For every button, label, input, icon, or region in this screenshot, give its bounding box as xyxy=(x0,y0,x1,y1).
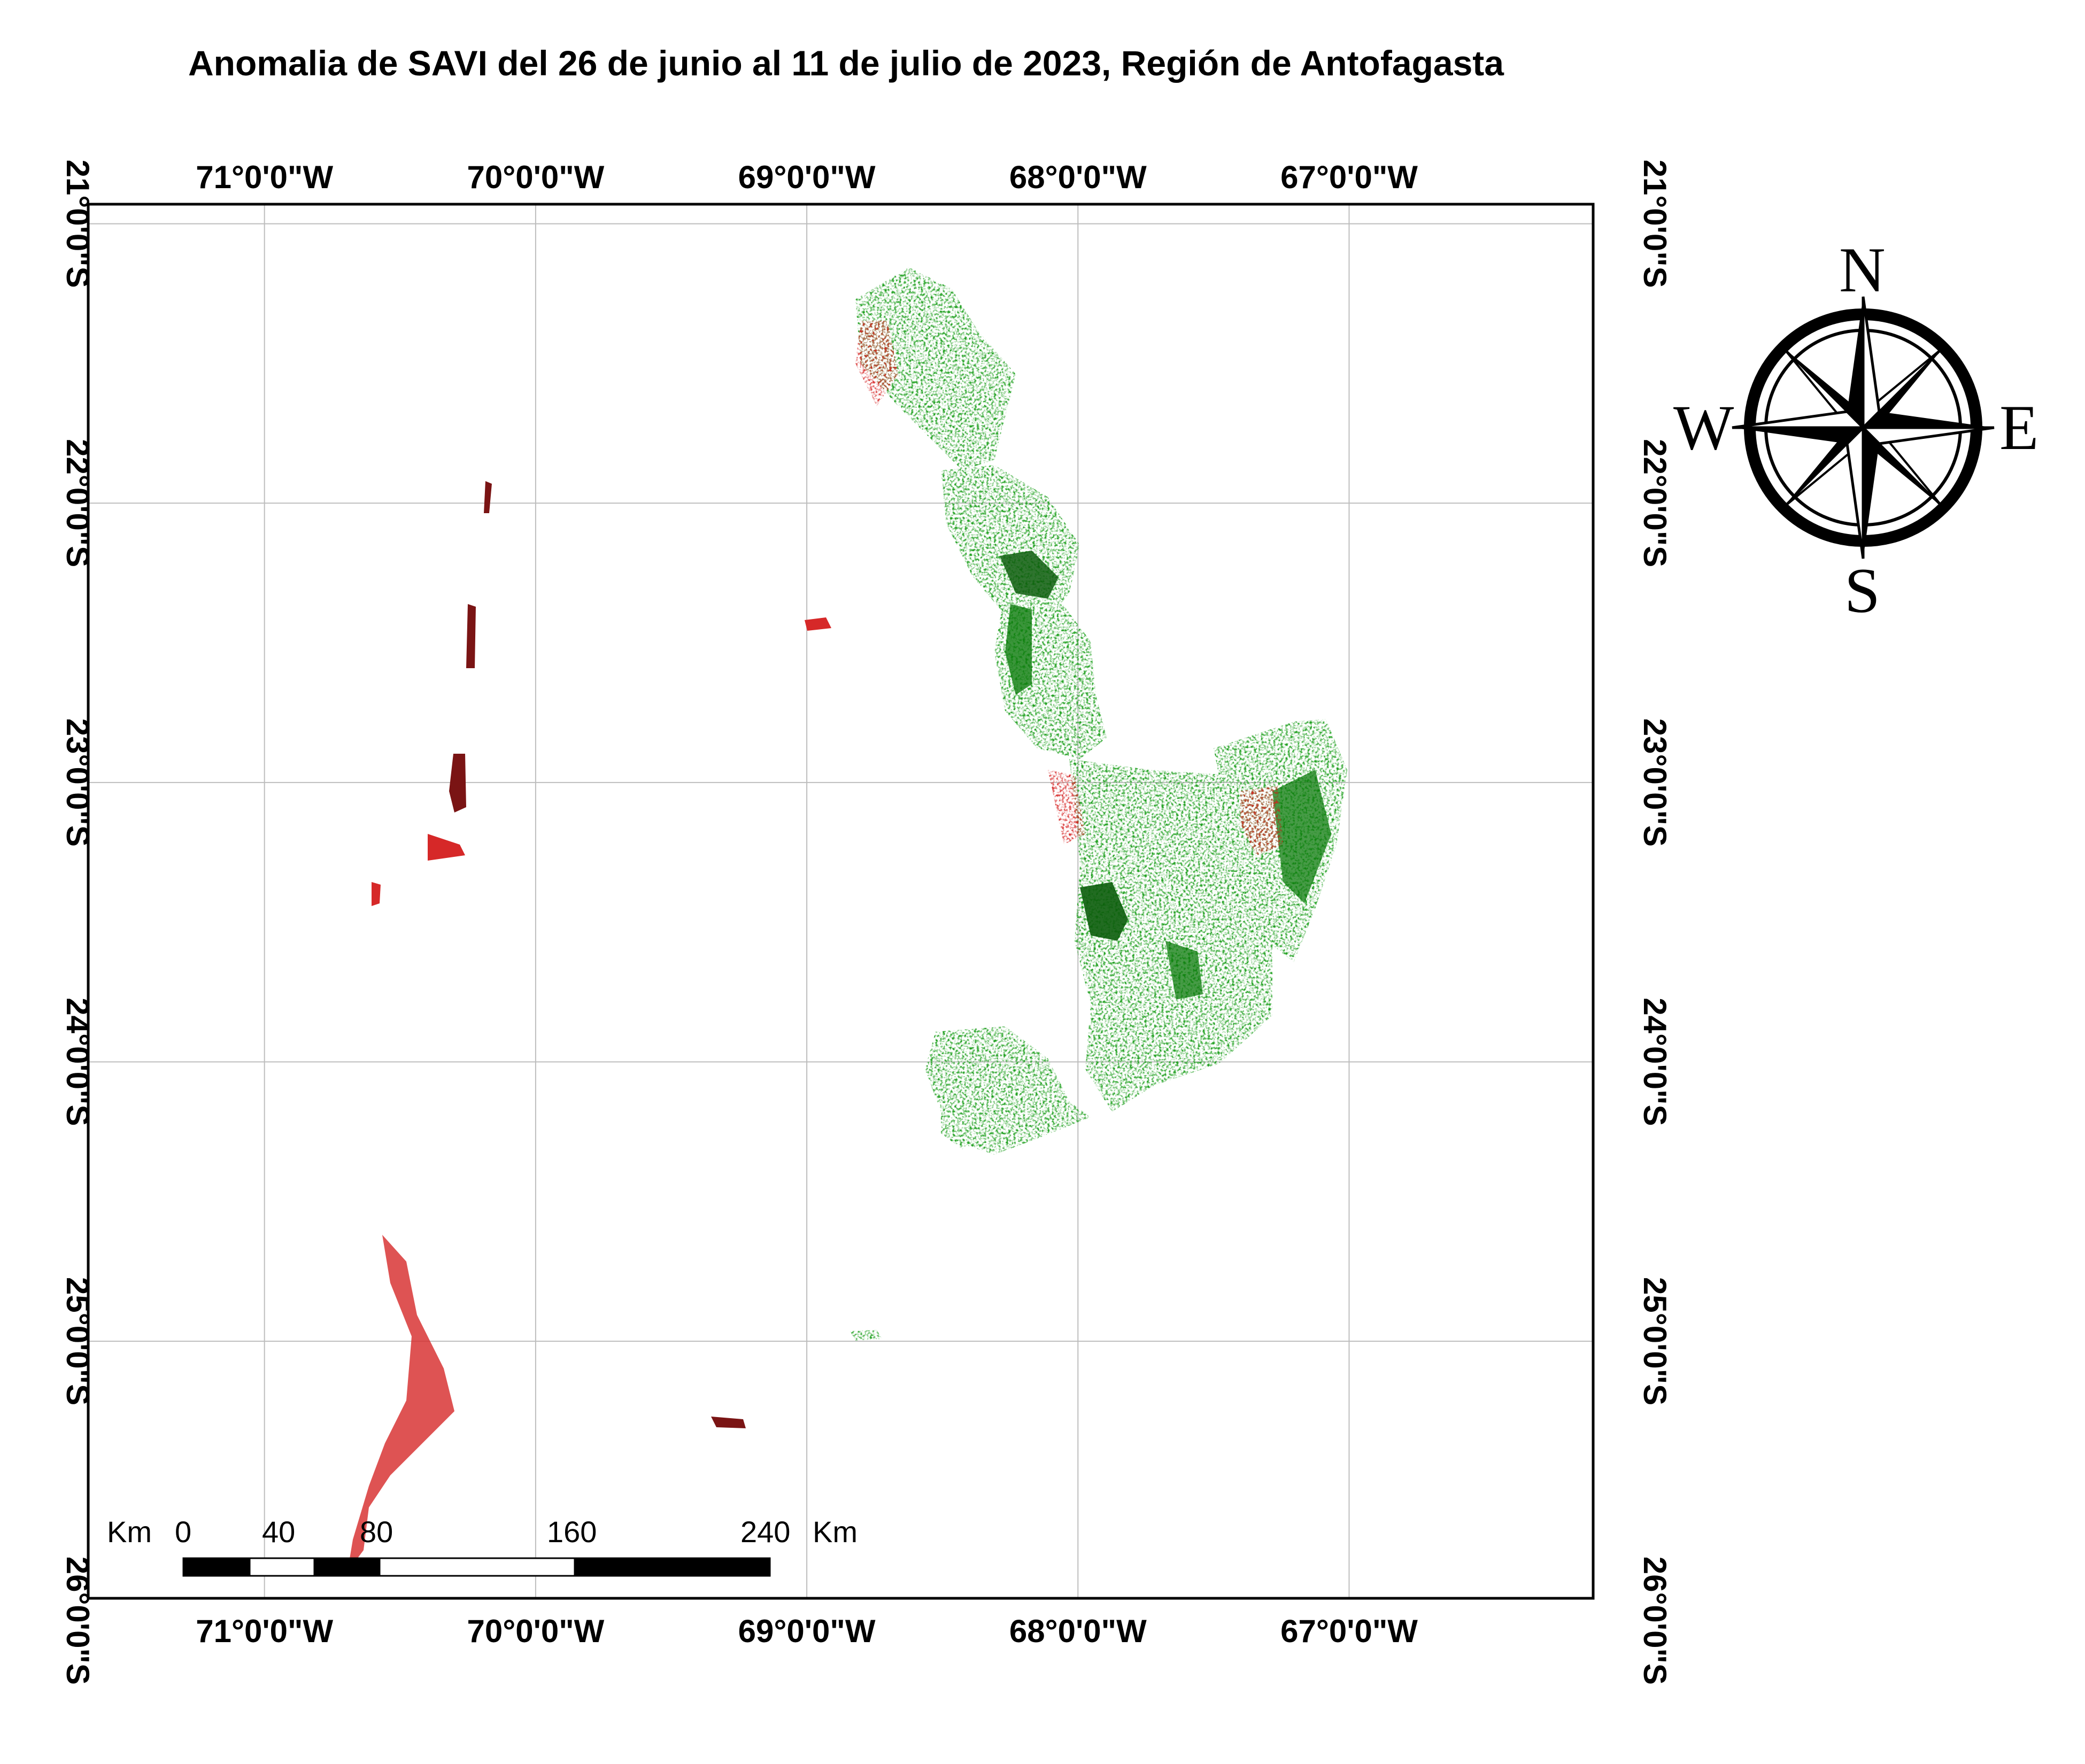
dark-green-patch-4 xyxy=(1272,770,1331,903)
positive-anomaly-areas xyxy=(850,267,1347,1341)
red-fragment-7 xyxy=(348,1235,454,1572)
top-lon-label-4: 67°0'0"W xyxy=(1280,159,1418,195)
map-frame xyxy=(87,203,1595,1600)
top-lon-label-3: 68°0'0"W xyxy=(1009,159,1147,195)
red-patch-north xyxy=(855,321,898,406)
dark-green-patch-1 xyxy=(1000,551,1059,599)
red-fragment-1 xyxy=(484,481,492,513)
scale-seg-1 xyxy=(182,1557,251,1577)
compass-label-e: E xyxy=(1999,392,2038,463)
scale-bar: Km 0 40 80 160 240 Km xyxy=(107,1515,858,1577)
right-lat-label-5: 26°0'0"S xyxy=(1637,1557,1673,1685)
compass-label-w: W xyxy=(1673,392,1734,463)
bottom-lon-label-4: 67°0'0"W xyxy=(1280,1613,1418,1649)
left-lat-label-3: 24°0'0"S xyxy=(60,997,96,1126)
map-title: Anomalia de SAVI del 26 de junio al 11 d… xyxy=(188,43,1504,83)
green-patch-southwest xyxy=(941,1069,984,1149)
red-patch-east-block xyxy=(1240,786,1283,855)
red-fragment-6 xyxy=(805,617,831,631)
right-lat-label-4: 25°0'0"S xyxy=(1637,1277,1673,1405)
scale-label-160: 160 xyxy=(547,1515,597,1549)
scale-label-80: 80 xyxy=(360,1515,393,1549)
dark-green-patch-3 xyxy=(1005,604,1032,695)
coordinate-labels: 71°0'0"W 71°0'0"W 70°0'0"W 70°0'0"W 69°0'0"W… xyxy=(60,159,1673,1685)
red-fragment-4 xyxy=(428,834,465,861)
strong-positive-anomaly-areas xyxy=(1000,551,1331,1000)
red-patch-mid xyxy=(1048,770,1085,845)
negative-anomaly-east xyxy=(855,321,1283,855)
left-lat-label-2: 23°0'0"S xyxy=(60,718,96,847)
green-patch-north xyxy=(855,267,1016,470)
scale-unit-right: Km xyxy=(813,1515,858,1549)
green-patch-small-south xyxy=(850,1330,882,1341)
right-lat-label-0: 21°0'0"S xyxy=(1637,159,1673,288)
top-lon-label-1: 70°0'0"W xyxy=(467,159,604,195)
compass-label-s: S xyxy=(1844,555,1880,626)
scale-seg-4 xyxy=(379,1557,576,1577)
graticule xyxy=(88,204,1593,1598)
scale-label-40: 40 xyxy=(262,1515,295,1549)
bottom-lon-label-0: 71°0'0"W xyxy=(196,1613,333,1649)
compass-rose: N S E W xyxy=(1673,234,2038,626)
left-lat-label-1: 22°0'0"S xyxy=(60,439,96,567)
bottom-lon-label-1: 70°0'0"W xyxy=(467,1613,604,1649)
right-lat-label-3: 24°0'0"S xyxy=(1637,997,1673,1126)
scale-unit-left: Km xyxy=(107,1515,152,1549)
compass-label-n: N xyxy=(1839,234,1886,305)
right-lat-label-1: 22°0'0"S xyxy=(1637,439,1673,567)
left-lat-label-0: 21°0'0"S xyxy=(60,159,96,288)
left-lat-label-4: 25°0'0"S xyxy=(60,1277,96,1405)
red-fragment-3 xyxy=(449,754,466,813)
dark-green-patch-5 xyxy=(1165,941,1203,1000)
compass-cardinal-points xyxy=(1732,296,1995,559)
red-fragment-2 xyxy=(466,604,476,668)
bottom-lon-label-2: 69°0'0"W xyxy=(738,1613,876,1649)
right-lat-label-2: 23°0'0"S xyxy=(1637,718,1673,847)
scale-seg-3 xyxy=(313,1557,381,1577)
negative-anomaly-west xyxy=(348,481,831,1572)
scale-label-240: 240 xyxy=(740,1515,790,1549)
red-fragment-5 xyxy=(372,882,381,906)
map-frame-background xyxy=(88,204,1593,1598)
scale-seg-2 xyxy=(249,1557,315,1577)
compass-diagonal-points xyxy=(1782,346,1944,509)
green-patch-central xyxy=(1069,759,1272,1112)
scale-label-0: 0 xyxy=(175,1515,191,1549)
savi-anomaly-raster xyxy=(348,267,1347,1572)
scale-seg-5 xyxy=(574,1557,771,1577)
red-fragment-8 xyxy=(711,1417,746,1428)
top-lon-label-2: 69°0'0"W xyxy=(738,159,876,195)
bottom-lon-label-3: 68°0'0"W xyxy=(1009,1613,1147,1649)
dark-green-patch-2 xyxy=(1080,882,1128,941)
top-lon-label-0: 71°0'0"W xyxy=(196,159,333,195)
left-lat-label-5: 26°0'0"S xyxy=(60,1557,96,1685)
